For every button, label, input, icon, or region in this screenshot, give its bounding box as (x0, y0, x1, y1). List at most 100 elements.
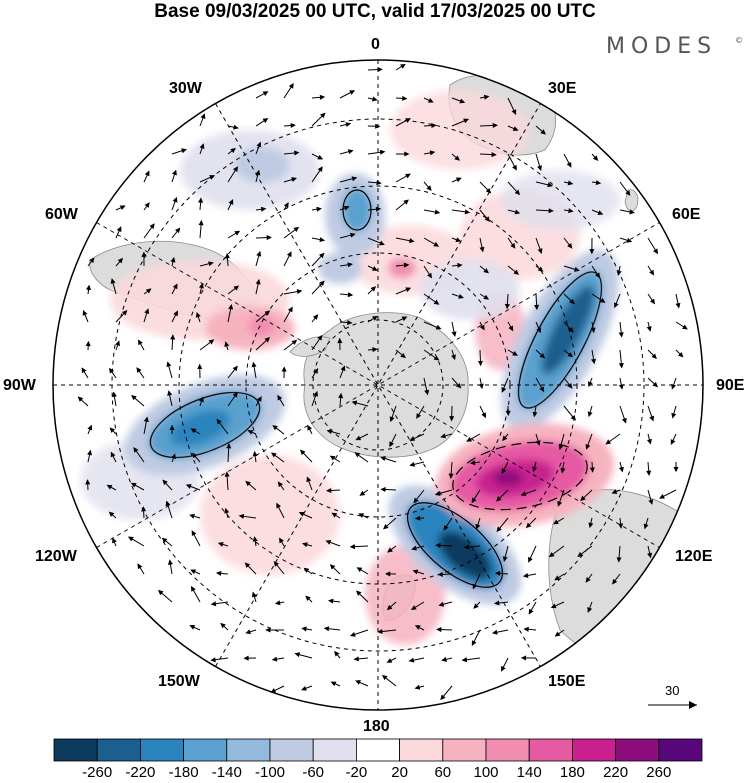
wind-arrow-head (347, 262, 353, 268)
wind-arrow-head (172, 169, 177, 176)
wind-arrow-head (441, 656, 447, 662)
wind-arrow-head (313, 368, 319, 374)
wind-arrow-head (145, 288, 152, 294)
wind-arrow-head (613, 302, 619, 309)
wind-arrow-head (233, 285, 240, 291)
anomaly-positive (493, 470, 523, 486)
wind-arrow-head (532, 466, 538, 473)
lon-label-60e: 60E (672, 206, 701, 223)
wind-arrow-head (429, 150, 436, 156)
wind-arrow-head (316, 206, 322, 212)
wind-arrow-head (567, 242, 573, 249)
wind-arrow-head (380, 456, 386, 461)
wind-arrow-head (508, 325, 514, 332)
wind-arrow-head (170, 334, 176, 340)
wind-arrow-head (401, 316, 408, 322)
wind-arrow-head (448, 473, 454, 479)
wind-arrow-head (252, 450, 258, 457)
wind-arrow-head (597, 210, 604, 215)
wind-arrow-head (166, 361, 172, 368)
wind-arrow-head (504, 303, 510, 310)
wind-arrow-head (386, 658, 393, 663)
colorbar (53, 738, 703, 762)
wind-arrow-head (649, 415, 655, 422)
wind-arrow-head (349, 544, 356, 550)
colorbar-swatch (658, 738, 703, 762)
wind-arrow-head (127, 536, 134, 542)
wind-arrow-head (141, 251, 147, 257)
wind-arrow-head (449, 416, 455, 422)
wind-arrow-head (200, 113, 206, 120)
wind-arrow-head (287, 306, 293, 313)
wind-arrow-head (190, 585, 196, 592)
wind-arrow-head (77, 396, 84, 402)
wind-arrow-head (87, 424, 93, 431)
wind-arrow-head (319, 94, 326, 100)
wind-arrow-head (434, 490, 441, 496)
colorbar-swatch (139, 738, 184, 762)
wind-arrow-head (256, 141, 262, 148)
wind-arrow-head (217, 542, 224, 547)
wind-arrow-head (326, 429, 333, 435)
wind-arrow-head (208, 339, 215, 345)
wind-arrow-head (595, 272, 601, 279)
wind-arrow-head (440, 433, 446, 439)
wind-arrow-head (523, 626, 529, 632)
wind-arrow-head (494, 570, 501, 576)
wind-arrow-head (646, 438, 652, 445)
wind-arrow-head (501, 387, 507, 393)
wind-arrow-head (215, 570, 222, 576)
wind-arrow-head (382, 524, 389, 530)
wind-arrow-head (334, 650, 340, 657)
wind-arrow-head (389, 441, 394, 448)
wind-arrow-head (189, 513, 195, 519)
wind-arrow-head (403, 262, 410, 268)
wind-arrow-head (502, 435, 508, 442)
wind-arrow-head (326, 487, 332, 494)
wind-arrow-head (161, 537, 168, 543)
wind-arrow-head (539, 353, 546, 359)
wind-arrow-head (224, 507, 230, 514)
wind-arrow-head (567, 180, 574, 186)
wind-arrow-head (595, 180, 602, 186)
wind-arrow-head (210, 601, 217, 607)
wind-arrow-head (330, 681, 337, 687)
anomaly-negative (438, 531, 492, 579)
wind-arrow-head (463, 544, 470, 550)
wind-arrow-head (577, 551, 583, 558)
wind-arrow-head (347, 292, 354, 298)
wind-arrow-head (294, 652, 301, 658)
wind-arrow-head (528, 556, 533, 563)
lon-label-120e: 120E (675, 548, 713, 565)
lon-label-0: 0 (371, 36, 380, 53)
wind-arrow-head (540, 129, 546, 135)
wind-arrow-head (277, 394, 283, 401)
wind-arrow-head (255, 169, 261, 176)
wind-arrow-head (455, 382, 462, 389)
wind-arrow-head (224, 471, 230, 477)
wind-arrow-head (298, 511, 305, 517)
wind-arrow-head (291, 177, 297, 182)
wind-arrow-head (589, 467, 595, 473)
wind-arrow-head (414, 625, 421, 630)
wind-arrow-head (618, 363, 624, 369)
wind-vectors (77, 63, 688, 701)
wind-arrow-head (195, 311, 201, 318)
wind-arrow-head (502, 556, 508, 562)
contour-line (452, 441, 588, 511)
anomaly-positive (388, 258, 416, 278)
colorbar-tick-label: -220 (125, 764, 156, 781)
wind-arrow-head (587, 411, 593, 418)
wind-arrow-head (670, 439, 676, 445)
wind-arrow-head (568, 327, 574, 333)
wind-arrow-head (277, 481, 283, 488)
wind-arrow-head (451, 354, 456, 361)
wind-arrow-head (189, 625, 196, 630)
wind-arrow-head (171, 453, 176, 460)
anomaly-negative (541, 285, 595, 375)
wind-arrow-head (294, 150, 300, 156)
wind-arrow-head (372, 347, 378, 353)
wind-arrow-head (286, 251, 292, 258)
wind-arrow-head (354, 452, 361, 458)
wind-arrow-head (349, 90, 356, 95)
